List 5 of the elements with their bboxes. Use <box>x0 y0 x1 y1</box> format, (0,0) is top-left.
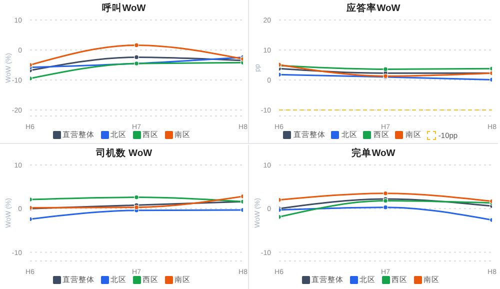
point <box>134 54 139 60</box>
chart-title: 应答率WoW <box>346 2 402 16</box>
chart-title: 呼叫WoW <box>101 2 147 16</box>
chart-title: 司机数 WoW <box>94 146 154 160</box>
chart-title: 完单WoW <box>350 146 396 160</box>
